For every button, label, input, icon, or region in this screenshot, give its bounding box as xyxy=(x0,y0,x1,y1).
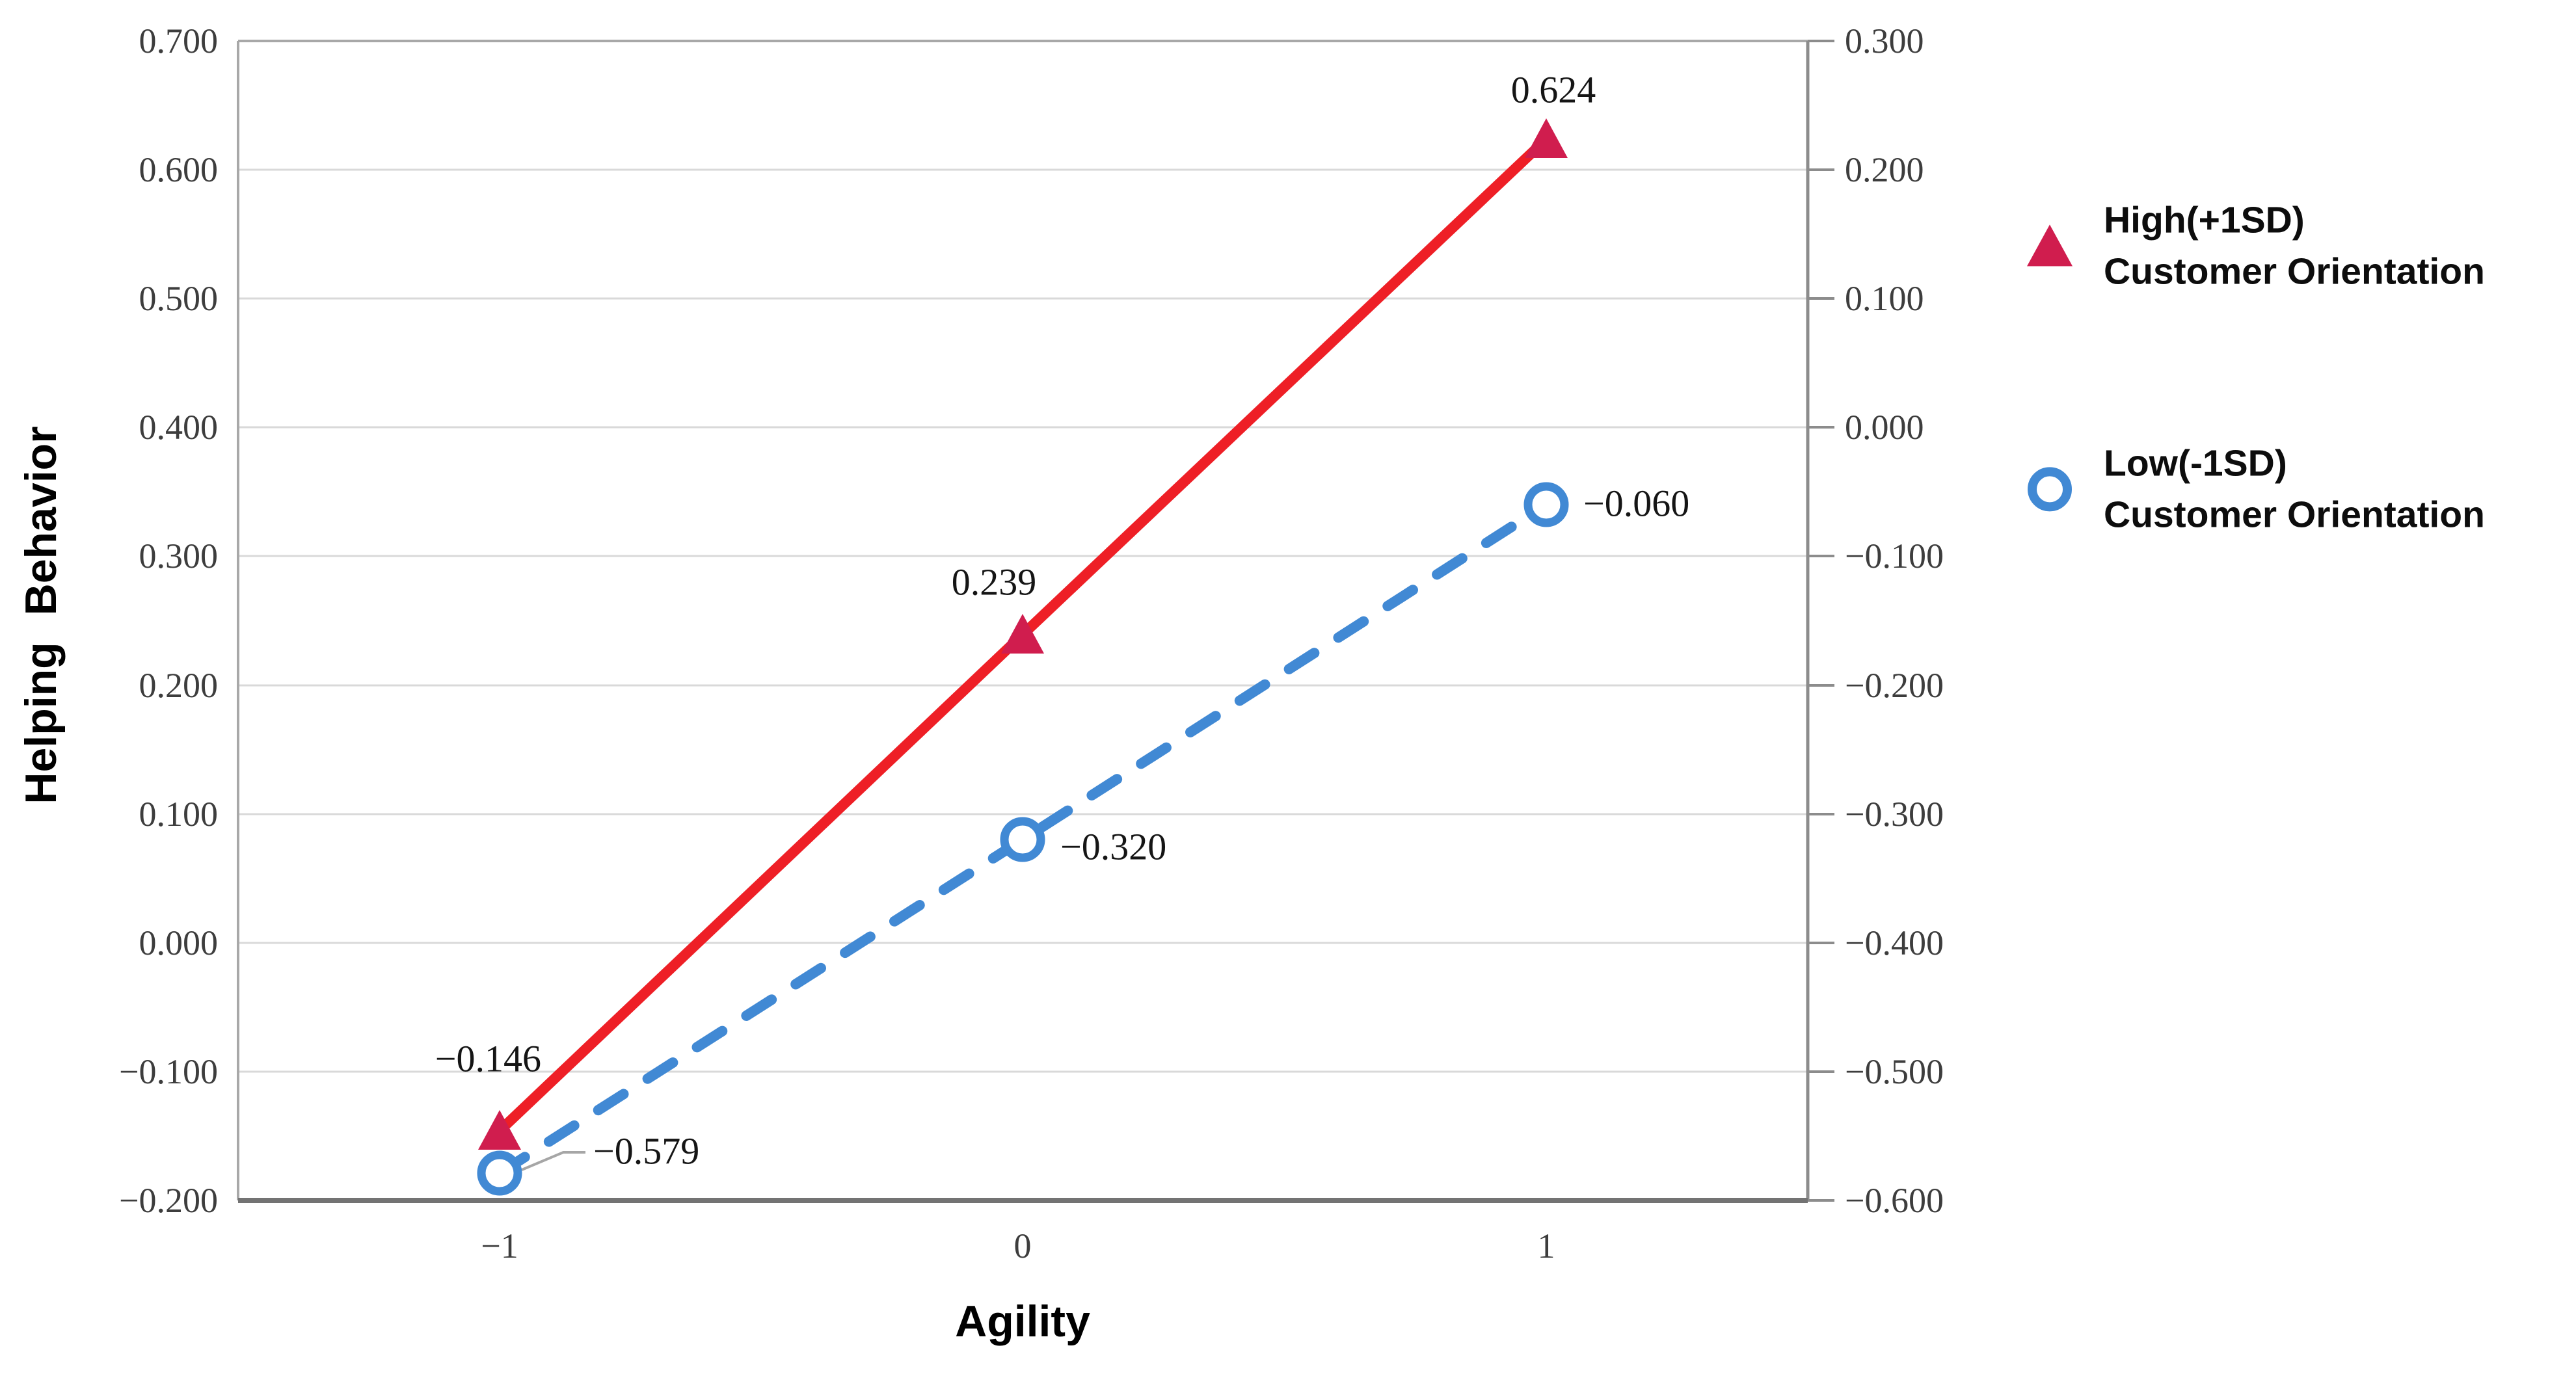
y-right-tick-label: −0.600 xyxy=(1845,1181,1944,1220)
data-label-low-x-1: −0.579 xyxy=(593,1130,700,1172)
y-left-tick-label: −0.100 xyxy=(119,1052,218,1091)
x-tick-label: −1 xyxy=(481,1226,518,1265)
y-right-tick-label: 0.100 xyxy=(1845,279,1924,318)
y-right-tick-label: −0.500 xyxy=(1845,1052,1944,1091)
legend-label-high-line2: Customer Orientation xyxy=(2104,250,2485,292)
data-label-leader-line xyxy=(521,1151,585,1171)
plot-border xyxy=(237,40,1810,1203)
y-right-tick-label: −0.100 xyxy=(1845,536,1944,576)
legend-item-high: High(+1SD) Customer Orientation xyxy=(2022,194,2485,297)
y-left-tick-label: 0.500 xyxy=(139,279,219,318)
y-right-tick-label: 0.000 xyxy=(1845,408,1924,447)
y-left-tick-label: 0.200 xyxy=(139,666,219,705)
y-right-tick-label: −0.400 xyxy=(1845,923,1944,962)
data-label-low-x1: −0.060 xyxy=(1583,482,1690,525)
series-high-markers xyxy=(478,118,1568,1150)
right-axis-ticks xyxy=(1808,40,1834,1202)
y-left-tick-label: 0.700 xyxy=(139,21,219,60)
y-axis-title: Helping Behavior xyxy=(16,426,66,804)
y-left-tick-label: −0.200 xyxy=(119,1181,218,1220)
y-left-tick-label: 0.100 xyxy=(139,795,219,834)
gridlines xyxy=(238,168,1808,1073)
legend-label-low: Low(-1SD) Customer Orientation xyxy=(2104,438,2485,540)
y-right-tick-label: 0.200 xyxy=(1845,150,1924,189)
data-label-high-x-1: −0.146 xyxy=(435,1037,541,1080)
x-tick-label: 1 xyxy=(1537,1226,1555,1265)
legend-item-low: Low(-1SD) Customer Orientation xyxy=(2022,438,2485,540)
legend-label-low-line2: Customer Orientation xyxy=(2104,494,2485,535)
data-label-low-x0: −0.320 xyxy=(1060,825,1167,868)
legend-label-low-line1: Low(-1SD) xyxy=(2104,442,2287,484)
legend-label-high: High(+1SD) Customer Orientation xyxy=(2104,194,2485,297)
y-left-tick-label: 0.300 xyxy=(139,536,219,576)
legend-circle-icon xyxy=(2028,467,2072,511)
legend-triangle-icon xyxy=(2027,224,2073,266)
series-low-markers xyxy=(477,482,1569,1196)
x-axis-title: Agility xyxy=(955,1297,1090,1346)
x-tick-label: 0 xyxy=(1013,1226,1032,1265)
y-left-tick-label: 0.400 xyxy=(139,408,219,447)
legend-label-high-line1: High(+1SD) xyxy=(2104,199,2305,241)
data-label-high-x1: 0.624 xyxy=(1510,68,1596,111)
y-left-tick-label: 0.600 xyxy=(139,150,219,189)
y-right-tick-label: −0.300 xyxy=(1845,795,1944,834)
y-right-tick-label: 0.300 xyxy=(1845,21,1924,60)
y-right-tick-label: −0.200 xyxy=(1845,666,1944,705)
y-left-tick-label: 0.000 xyxy=(139,923,219,962)
data-label-high-x0: 0.239 xyxy=(951,561,1037,603)
